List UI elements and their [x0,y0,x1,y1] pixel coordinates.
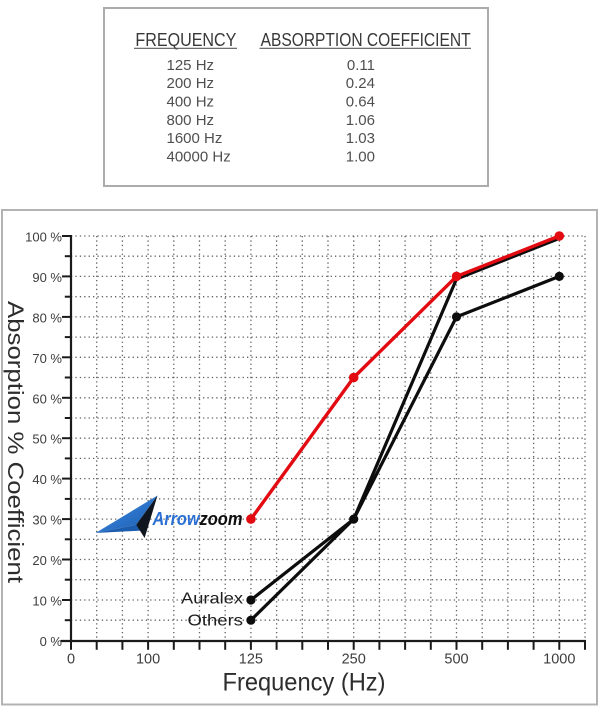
svg-text:80 %: 80 % [32,310,62,325]
svg-text:800 Hz: 800 Hz [167,112,215,129]
svg-text:400 Hz: 400 Hz [167,94,215,111]
svg-text:0.11: 0.11 [347,57,375,74]
svg-text:Absorption % Coefficient: Absorption % Coefficient [3,301,28,583]
svg-text:100: 100 [136,652,160,668]
svg-text:10 %: 10 % [32,594,62,609]
svg-text:Auralex: Auralex [181,590,243,607]
svg-text:Others: Others [188,612,244,629]
svg-text:250: 250 [342,652,366,668]
svg-text:FREQUENCY: FREQUENCY [135,29,236,50]
svg-text:100 %: 100 % [25,230,62,245]
svg-text:zoom: zoom [199,509,243,529]
svg-text:0: 0 [67,652,75,668]
svg-text:20 %: 20 % [32,553,62,568]
svg-text:40 %: 40 % [32,472,62,487]
svg-text:50 %: 50 % [32,432,62,447]
svg-text:1.00: 1.00 [346,148,375,165]
svg-text:1000: 1000 [543,652,575,668]
svg-text:0 %: 0 % [40,634,63,649]
svg-text:1.03: 1.03 [346,130,375,147]
svg-text:0.24: 0.24 [346,75,375,92]
svg-text:125: 125 [239,652,263,668]
svg-text:125 Hz: 125 Hz [167,57,215,74]
svg-text:0.64: 0.64 [346,94,375,111]
svg-text:500: 500 [444,652,468,668]
svg-text:70 %: 70 % [32,351,62,366]
svg-text:40000 Hz: 40000 Hz [167,148,231,165]
svg-text:1600 Hz: 1600 Hz [167,130,223,147]
svg-text:Arrow: Arrow [152,509,201,529]
svg-text:Frequency (Hz): Frequency (Hz) [223,669,386,697]
svg-text:90 %: 90 % [32,270,62,285]
svg-text:1.06: 1.06 [346,112,375,129]
svg-text:60 %: 60 % [32,391,62,406]
svg-text:ABSORPTION COEFFICIENT: ABSORPTION COEFFICIENT [261,29,471,50]
svg-text:30 %: 30 % [32,513,62,528]
svg-text:200 Hz: 200 Hz [167,75,215,92]
